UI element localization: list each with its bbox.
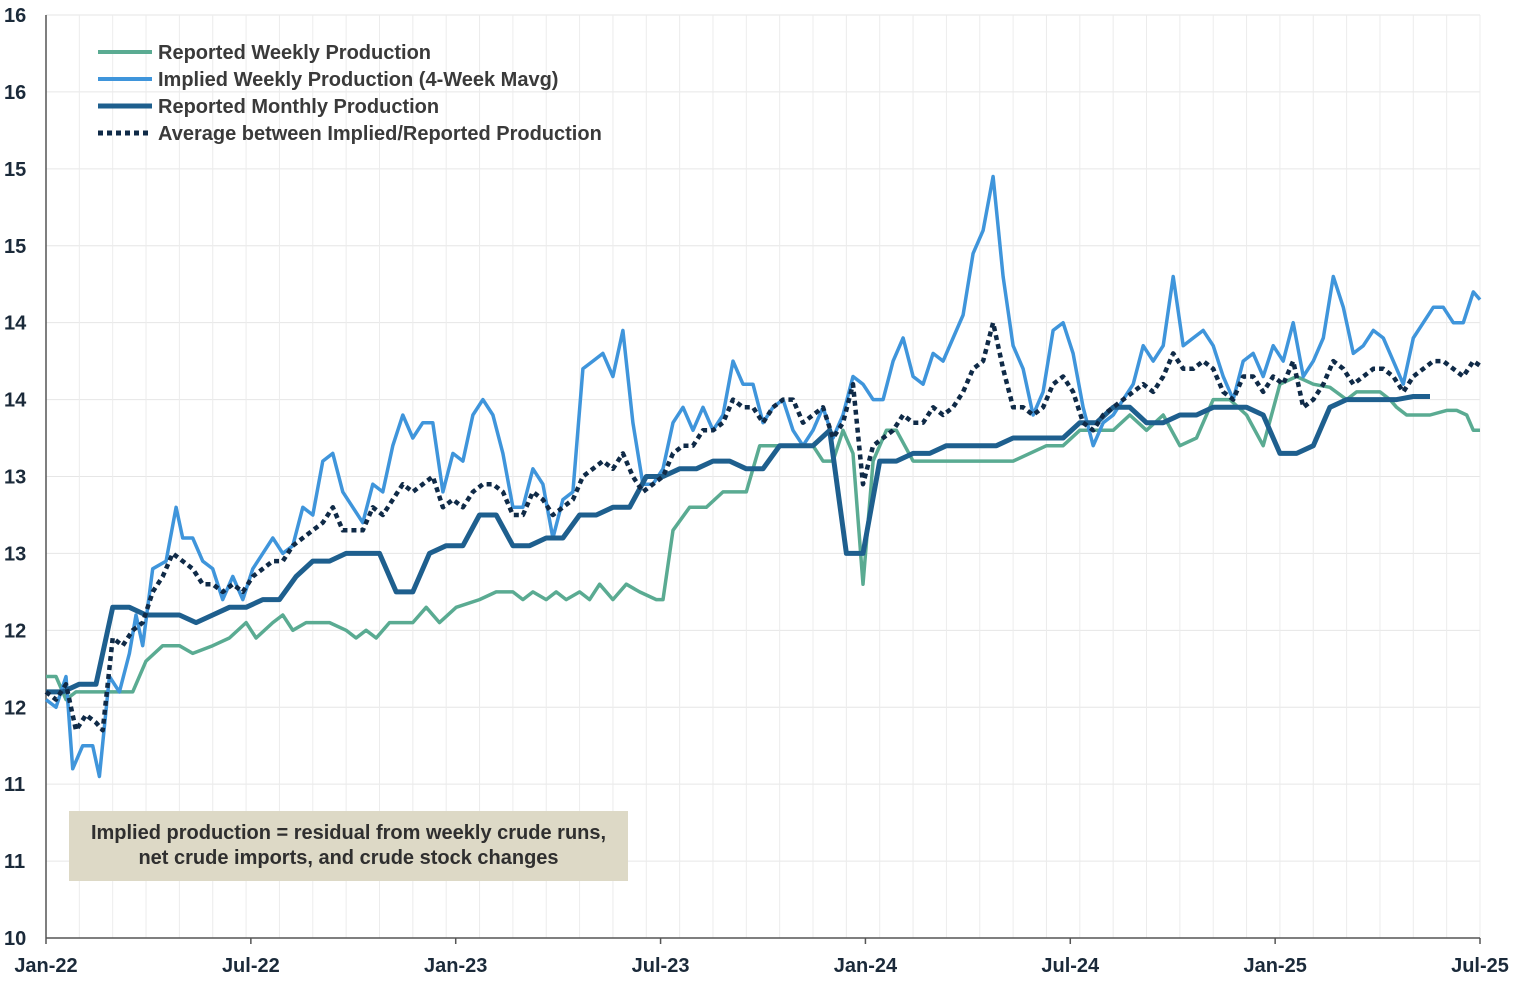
x-tick-label: Jan-23 — [424, 955, 487, 977]
annotation-line-1: Implied production = residual from weekl… — [90, 822, 607, 844]
y-tick-label: 15 — [4, 236, 26, 258]
legend: Reported Weekly Production Implied Weekly… — [98, 42, 602, 145]
y-tick-label: 14 — [4, 313, 27, 335]
y-tick-label: 12 — [4, 697, 26, 719]
x-tick-label: Jul-25 — [1451, 955, 1509, 977]
legend-label-3: Average between Implied/Reported Product… — [158, 123, 602, 145]
legend-label-2: Reported Monthly Production — [158, 96, 439, 118]
y-tick-label: 12 — [4, 620, 26, 642]
y-tick-label: 11 — [4, 851, 25, 873]
y-tick-label: 16 — [4, 5, 26, 27]
series-line-0 — [46, 374, 1480, 702]
x-tick-label: Jan-24 — [834, 955, 898, 977]
x-tick-label: Jan-22 — [14, 955, 77, 977]
series-line-1 — [44, 174, 1482, 779]
legend-label-1: Implied Weekly Production (4-Week Mavg) — [158, 69, 558, 91]
annotation-line-2: net crude imports, and crude stock chang… — [138, 847, 559, 869]
x-tick-label: Jul-23 — [632, 955, 690, 977]
x-tick-label: Jan-25 — [1243, 955, 1306, 977]
y-tick-label: 10 — [4, 928, 26, 950]
x-tick-label: Jul-22 — [222, 955, 280, 977]
y-tick-label: 15 — [4, 159, 26, 181]
annotation-note: Implied production = residual from weekl… — [69, 811, 628, 881]
series-line-3 — [44, 320, 1482, 733]
axes: 16 16 15 15 14 14 13 13 12 12 11 11 10 Jan-22 Jul-22 Ja… — [4, 5, 1509, 977]
series-line-2 — [46, 394, 1430, 695]
series-lines — [44, 174, 1482, 779]
y-tick-label: 11 — [4, 774, 25, 796]
x-tick-label: Jul-24 — [1041, 955, 1100, 977]
gridlines — [45, 14, 1481, 938]
legend-label-0: Reported Weekly Production — [158, 42, 431, 64]
y-tick-label: 13 — [4, 467, 26, 489]
y-tick-label: 16 — [4, 82, 26, 104]
y-tick-label: 13 — [4, 543, 26, 565]
y-tick-label: 14 — [4, 390, 27, 412]
